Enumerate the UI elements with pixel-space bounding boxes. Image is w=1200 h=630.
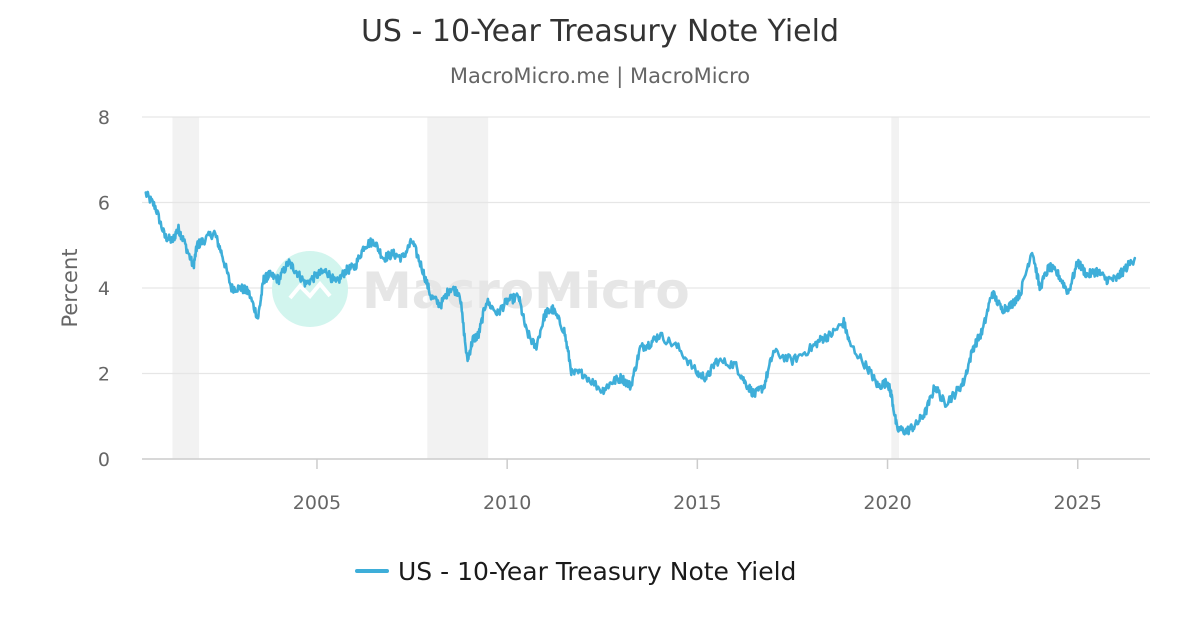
y-axis-title: Percent xyxy=(58,248,82,327)
watermark-text: MacroMicro xyxy=(362,262,690,320)
gridlines xyxy=(142,116,1150,375)
y-tick-label: 2 xyxy=(98,364,110,386)
x-tick-label: 2015 xyxy=(673,492,721,514)
x-tick-label: 2025 xyxy=(1054,492,1102,514)
watermark-logo-icon xyxy=(272,251,348,327)
watermark: MacroMicro xyxy=(272,251,690,327)
x-axis-ticks: 2005 2010 2015 2020 2025 xyxy=(293,459,1102,514)
y-tick-label: 4 xyxy=(98,278,110,300)
y-axis-ticks: 0 2 4 6 8 xyxy=(98,107,110,471)
legend-label: US - 10-Year Treasury Note Yield xyxy=(398,557,796,586)
y-tick-label: 8 xyxy=(98,107,110,129)
legend[interactable]: US - 10-Year Treasury Note Yield xyxy=(355,557,796,586)
y-tick-label: 0 xyxy=(98,449,110,471)
watermark-logo-mark xyxy=(288,280,332,300)
series-layer xyxy=(144,190,1137,436)
chart-subtitle: MacroMicro.me | MacroMicro xyxy=(449,64,751,88)
y-tick-label: 6 xyxy=(98,193,110,215)
x-tick-label: 2005 xyxy=(293,492,341,514)
x-tick-label: 2020 xyxy=(863,492,911,514)
x-tick-label: 2010 xyxy=(483,492,531,514)
chart-title: US - 10-Year Treasury Note Yield xyxy=(360,14,840,49)
series-line xyxy=(144,190,1137,436)
